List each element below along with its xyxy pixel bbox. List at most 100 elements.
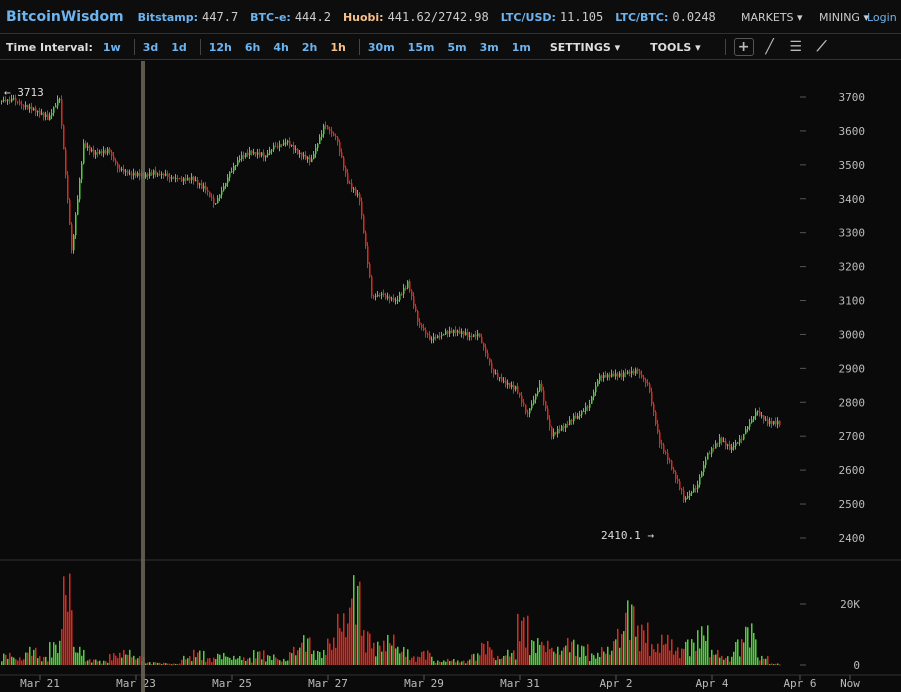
interval-4h[interactable]: 4h [273, 40, 289, 54]
ticker-ltcbtc[interactable]: LTC/BTC: 0.0248 [615, 10, 716, 24]
volume-bar [335, 647, 337, 665]
volume-bar [147, 662, 149, 665]
interval-12h[interactable]: 12h [208, 40, 232, 54]
ticker-value: 441.62/2742.98 [387, 9, 489, 24]
candle-body [159, 174, 161, 176]
interval-2h[interactable]: 2h [301, 40, 318, 54]
volume-bar [629, 639, 631, 665]
candle-body [441, 334, 443, 337]
volume-bar [685, 641, 687, 665]
volume-bar [519, 641, 521, 665]
interval-6h[interactable]: 6h [244, 40, 261, 54]
candle-body [135, 172, 137, 176]
candle-body [139, 173, 141, 177]
ticker-bitstamp[interactable]: Bitstamp: 447.7 [138, 10, 239, 24]
candle-body [545, 401, 547, 409]
x-tick-label: Mar 21 [20, 677, 60, 690]
volume-bar [51, 657, 53, 665]
candle-body [127, 171, 129, 174]
candle-body [769, 421, 771, 424]
candle-body [489, 358, 491, 363]
candle-body [691, 492, 693, 494]
volume-bar [187, 658, 189, 665]
ticker-label: Bitstamp: [137, 10, 199, 24]
volume-bar [17, 660, 19, 665]
volume-bar [645, 642, 647, 665]
interval-1w[interactable]: 1w [102, 40, 121, 54]
candle-body [543, 390, 545, 402]
ticker-huobi[interactable]: Huobi: 441.62/2742.98 [343, 10, 489, 24]
volume-bar [273, 654, 275, 665]
interval-1h[interactable]: 1h [330, 40, 346, 54]
volume-bar [595, 658, 597, 665]
volume-bar [237, 658, 239, 665]
candle-body [275, 145, 277, 147]
markets-menu[interactable]: MARKETS ▾ [741, 11, 803, 24]
candle-body [233, 166, 235, 172]
volume-bar [325, 655, 327, 665]
candle-body [361, 201, 363, 216]
price-tick-label: 2900 [839, 362, 866, 375]
volume-bar [205, 661, 207, 665]
volume-bar [491, 649, 493, 665]
volume-bar [723, 659, 725, 665]
candle-body [597, 380, 599, 387]
volume-bar [109, 654, 111, 665]
volume-bar [677, 647, 679, 665]
volume-bar [13, 657, 15, 665]
chart-toolbar: Time Interval: 1w 3d 1d 12h 6h 4h 2h 1h 30m 15m 5m… [0, 35, 901, 60]
candle-body [477, 333, 479, 337]
candle-body [219, 194, 221, 199]
candle-body [645, 379, 647, 384]
interval-15m[interactable]: 15m [407, 40, 435, 54]
candle-body [723, 441, 725, 443]
candle-body [525, 404, 527, 413]
volume-bar [291, 653, 293, 665]
candle-body [243, 155, 245, 157]
candle-body [349, 183, 351, 185]
interval-1m[interactable]: 1m [511, 40, 531, 54]
candle-body [757, 411, 759, 413]
volume-bar [137, 658, 139, 665]
crosshair-icon[interactable]: + [733, 38, 754, 56]
volume-bar [307, 638, 309, 665]
interval-1d[interactable]: 1d [171, 40, 187, 54]
volume-bar [89, 659, 91, 665]
volume-bar [265, 661, 267, 665]
cursor-line[interactable] [141, 61, 145, 692]
volume-bar [21, 660, 23, 665]
fibonacci-icon[interactable]: ☰ [789, 39, 802, 55]
line-draw-icon[interactable]: ╱ [765, 39, 774, 55]
volume-bar [463, 660, 465, 665]
candle-body [377, 295, 379, 297]
interval-5m[interactable]: 5m [447, 40, 467, 54]
candle-body [585, 406, 587, 411]
volume-bar [239, 656, 241, 665]
candle-body [519, 392, 521, 396]
candle-body [167, 173, 169, 177]
volume-bar [115, 655, 117, 665]
ticker-ltcusd[interactable]: LTC/USD: 11.105 [501, 10, 604, 24]
candle-body [161, 173, 163, 175]
ticker-btce[interactable]: BTC-e: 444.2 [250, 10, 331, 24]
candle-body [379, 295, 381, 297]
volume-bar [177, 663, 179, 665]
volume-bar [419, 657, 421, 665]
mining-menu[interactable]: MINING ▾ [819, 11, 869, 24]
candle-body [117, 163, 119, 169]
price-tick-label: 2400 [839, 532, 866, 545]
fan-icon[interactable]: ⟋ [816, 39, 827, 55]
candle-body [727, 444, 729, 446]
price-chart[interactable]: 3700 3600 3500 3400 3300 3200 3100 3000 2900 2800… [0, 61, 901, 692]
interval-30m[interactable]: 30m [367, 40, 395, 54]
logo[interactable]: BitcoinWisdom [6, 8, 124, 25]
tools-menu[interactable]: TOOLS ▾ [650, 40, 701, 54]
interval-3d[interactable]: 3d [142, 40, 159, 54]
interval-3m[interactable]: 3m [479, 40, 499, 54]
candle-body [665, 452, 667, 454]
login-link[interactable]: Login [867, 11, 897, 24]
settings-menu[interactable]: SETTINGS ▾ [549, 40, 621, 54]
volume-bar [663, 644, 665, 665]
volume-bar [105, 661, 107, 665]
volume-bar [443, 660, 445, 665]
